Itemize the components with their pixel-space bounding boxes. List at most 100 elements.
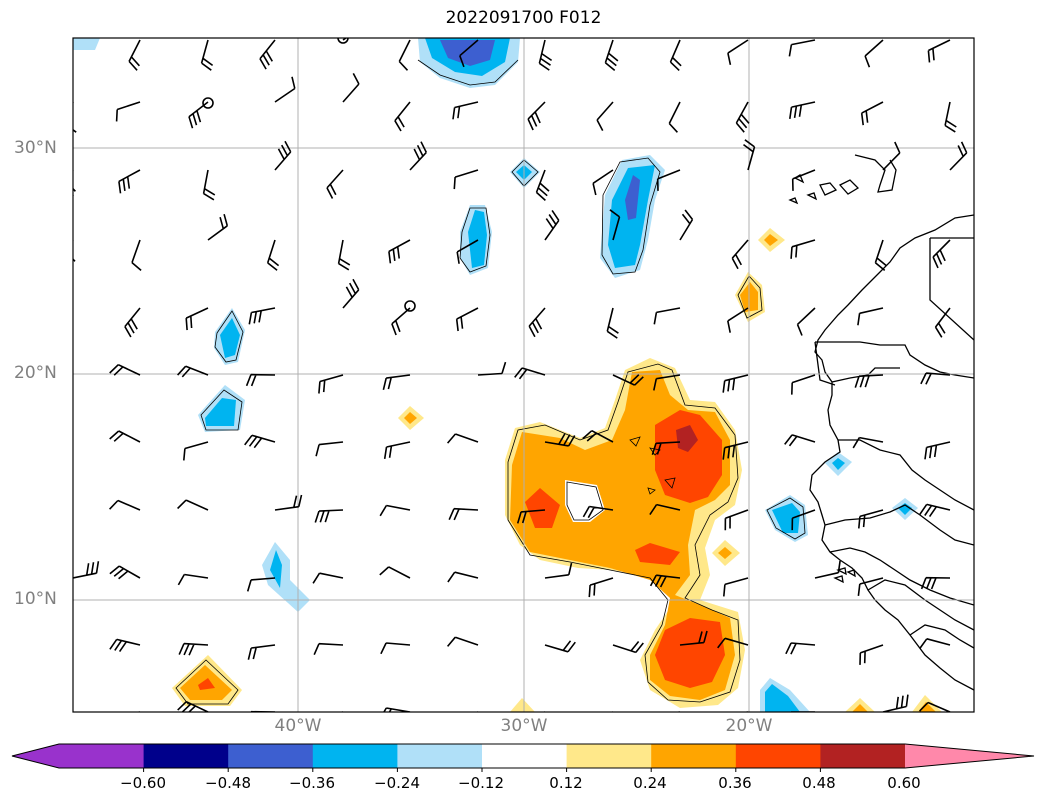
wind-barb [924, 441, 951, 460]
wind-barb [188, 101, 209, 129]
colorbar-swatch [228, 744, 314, 768]
wind-barb [342, 73, 360, 103]
wind-barb [649, 574, 681, 588]
wind-barb [246, 577, 276, 592]
wind-barb [177, 573, 209, 586]
wind-barb [207, 213, 229, 241]
wind-barb [326, 169, 344, 199]
wind-barb [784, 434, 816, 447]
wind-barb [612, 374, 644, 386]
wind-barb [131, 239, 142, 272]
wind-barb [592, 169, 614, 196]
wind-barb [920, 576, 951, 590]
colorbar-swatch [312, 744, 398, 768]
wind-barb [791, 509, 816, 531]
wind-barb [535, 169, 550, 201]
wind-barb [723, 577, 749, 597]
wind-barb [185, 307, 209, 331]
wind-barb [178, 642, 209, 656]
wind-barb [109, 638, 141, 653]
wind-barb [610, 711, 613, 712]
wind-barb [266, 239, 280, 271]
wind-barb [73, 509, 74, 510]
wind-barb [109, 499, 141, 511]
wind-barb [858, 509, 884, 529]
wind-barb [247, 644, 276, 660]
lon-label-40w: 40°W [274, 716, 322, 736]
calm-wind-circle [202, 97, 214, 109]
colorbar-tick: 0.12 [549, 774, 583, 792]
wind-barb [109, 363, 141, 376]
wind-barb [245, 373, 276, 387]
wind-barb [722, 374, 749, 393]
wind-barb [516, 509, 546, 524]
wind-barb [653, 307, 681, 325]
wind-barb [527, 101, 546, 131]
wind-barb [920, 372, 951, 385]
wind-barb [456, 239, 479, 264]
wind-barb [852, 436, 884, 449]
colorbar-swatch [566, 744, 652, 768]
wind-barb [409, 141, 428, 171]
wind-barb [854, 374, 884, 388]
wind-barb [679, 630, 708, 646]
colorbar-swatch [397, 744, 483, 768]
colorbar-extend-max [905, 744, 1034, 768]
wind-barb [649, 503, 681, 516]
wind-barb [183, 441, 209, 461]
negative-contours [73, 38, 918, 712]
colorbar-tick: −0.12 [458, 774, 504, 792]
wind-barb [528, 307, 546, 338]
wind-barb [318, 374, 344, 394]
wind-barb [342, 278, 360, 309]
wind-barb [544, 433, 576, 447]
wind-barb [724, 509, 749, 531]
wind-barb [259, 39, 276, 70]
wind-barb [177, 499, 209, 511]
wind-barb [274, 494, 303, 511]
wind-barb [177, 700, 209, 712]
gridlines [73, 38, 974, 712]
wind-barb [919, 638, 951, 649]
wind-barb [857, 307, 884, 326]
wind-barb [453, 169, 479, 190]
positive-contours [172, 228, 942, 712]
wind-barb [656, 169, 681, 191]
wind-barb [651, 441, 681, 456]
wind-barbs [73, 38, 968, 712]
colorbar-swatch [59, 744, 144, 768]
colorbar-extend-min [12, 744, 59, 768]
wind-barb [73, 441, 74, 442]
wind-barb [814, 560, 841, 579]
wind-barb [919, 503, 951, 518]
wind-barb [944, 101, 957, 133]
wind-barb [582, 429, 614, 443]
colorbar-tick: 0.48 [802, 774, 836, 792]
wind-barb [789, 101, 816, 120]
wind-barb [115, 101, 141, 122]
wind-barb [109, 565, 141, 580]
colorbar-swatch [143, 744, 229, 768]
wind-barb [383, 707, 411, 712]
wind-barb [606, 307, 619, 339]
wind-barb [394, 101, 411, 132]
wind-barb [790, 711, 815, 712]
wind-barb [949, 141, 968, 171]
wind-barb [314, 509, 344, 523]
wind-barb [73, 102, 77, 133]
wind-barb [118, 169, 141, 194]
colorbar-tick: 0.60 [887, 774, 921, 792]
wind-barb [882, 141, 901, 171]
wind-barb [604, 39, 619, 72]
plot-frame [72, 37, 975, 713]
wind-barb [544, 640, 576, 653]
wind-barb [673, 711, 680, 712]
wind-barb [128, 39, 141, 71]
wind-barb [653, 374, 681, 391]
wind-barb [475, 711, 478, 712]
colorbar-tick: −0.48 [205, 774, 251, 792]
wind-barb [379, 504, 411, 517]
wind-barb [612, 640, 644, 654]
wind-barb [538, 39, 553, 71]
